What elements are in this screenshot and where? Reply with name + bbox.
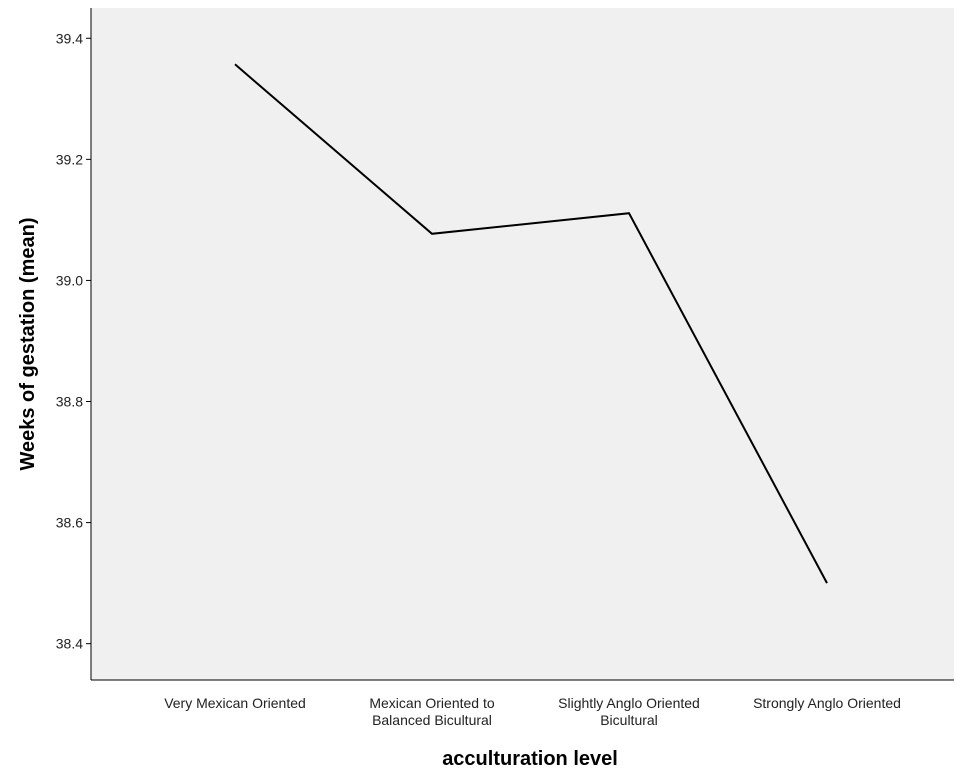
- y-tick-label: 39.2: [56, 151, 83, 167]
- y-axis-title: Weeks of gestation (mean): [17, 217, 39, 470]
- x-tick-label: Very Mexican Oriented: [164, 695, 306, 711]
- x-tick-label: Mexican Oriented to Balanced Bicultural: [369, 695, 494, 728]
- series-layer: [234, 63, 828, 584]
- y-tick-label: 39.4: [56, 30, 83, 46]
- x-tick-label: Strongly Anglo Oriented: [753, 695, 901, 711]
- plot-area: [91, 8, 954, 680]
- y-tick-label: 38.6: [56, 515, 83, 531]
- y-tick-label: 39.0: [56, 272, 83, 288]
- y-tick-label: 38.8: [56, 394, 83, 410]
- y-axis-ticks: 38.4 38.6 38.8 39.0 39.2 39.4: [56, 30, 91, 652]
- x-axis-ticks: Very Mexican Oriented Mexican Oriented to…: [164, 695, 901, 728]
- y-tick-label: 38.4: [56, 636, 83, 652]
- series-line: [234, 63, 828, 584]
- x-tick-label: Slightly Anglo Oriented Bicultural: [558, 695, 700, 728]
- x-axis-title: acculturation level: [442, 748, 618, 770]
